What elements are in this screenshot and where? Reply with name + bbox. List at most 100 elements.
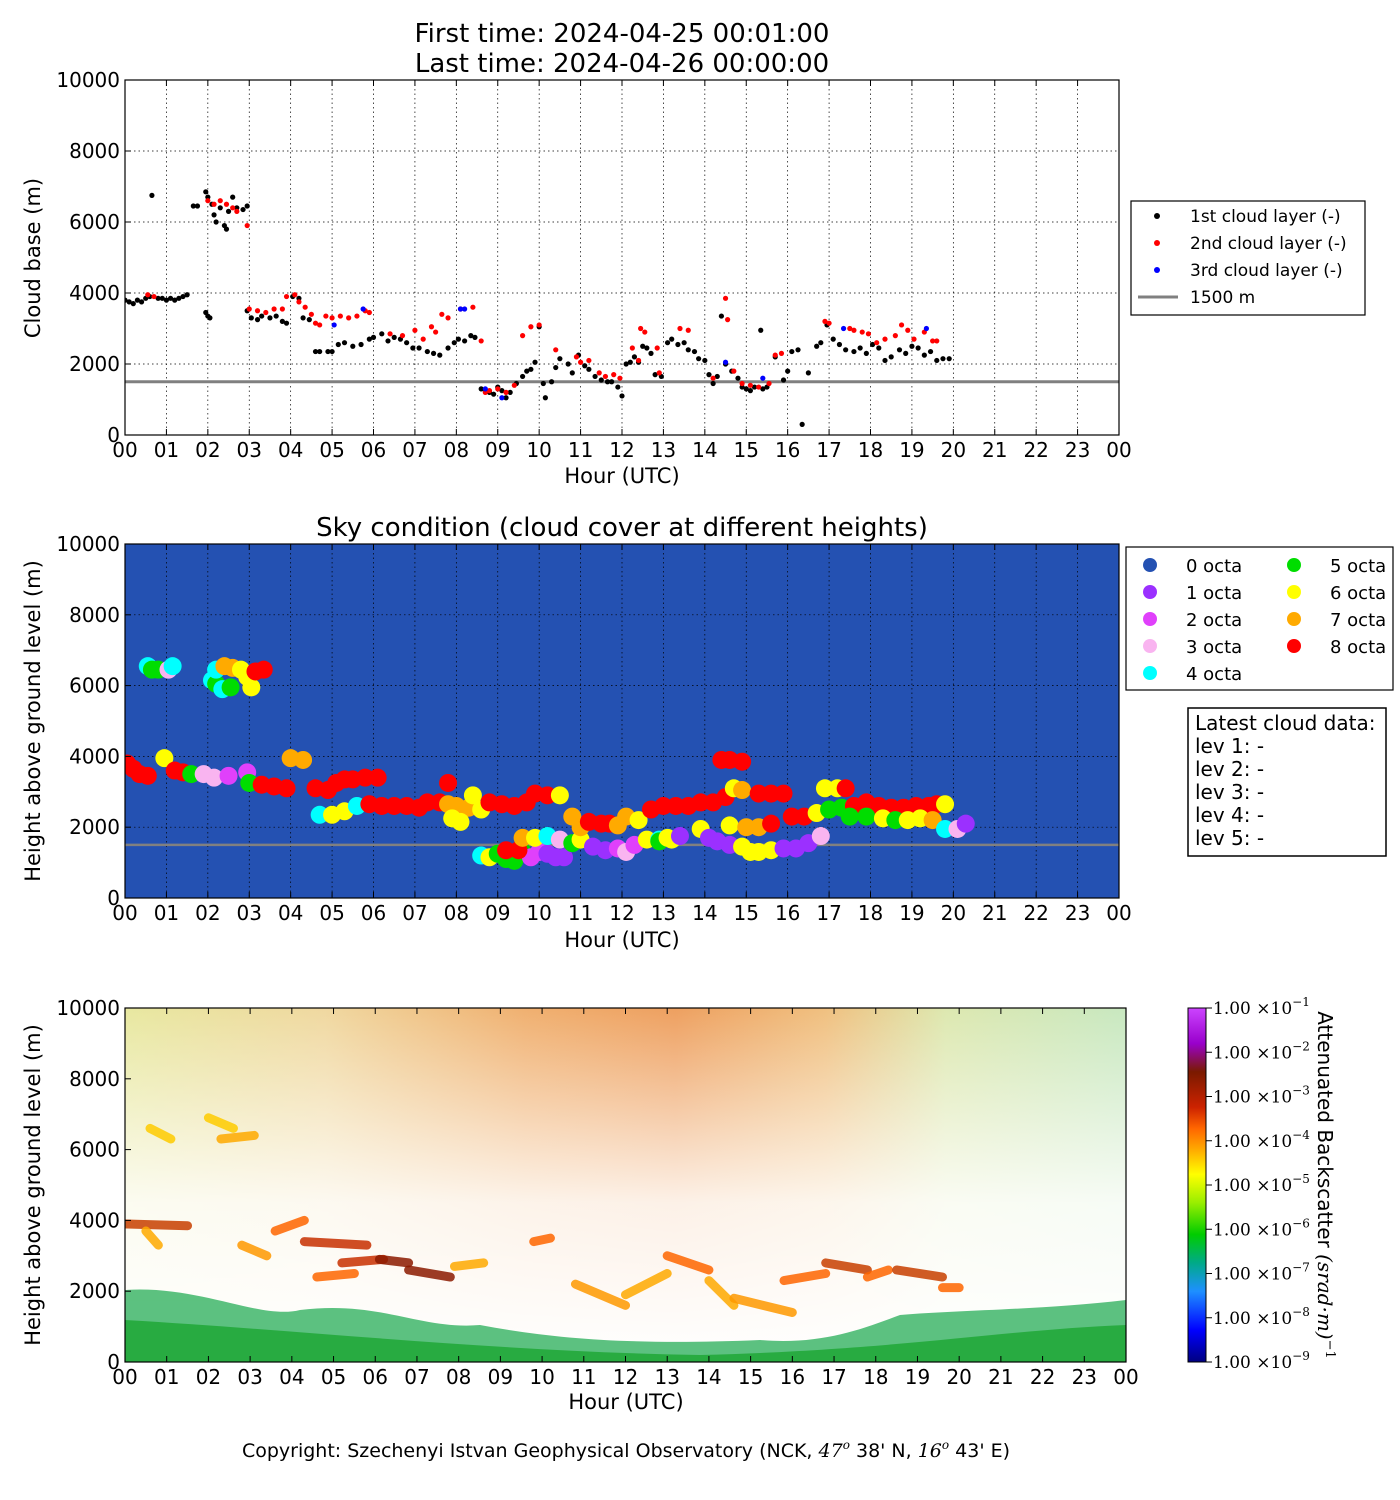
y-tick-label: 8000 [69, 1067, 120, 1091]
cloud-layer-1-point [747, 388, 753, 394]
x-tick-label: 05 [319, 901, 344, 925]
cloud-layer-3-point [360, 306, 366, 312]
cloud-layer-2-point [772, 352, 778, 358]
plot1-marks [125, 189, 1119, 427]
octa-5-point [182, 765, 201, 784]
cloud-layer-1-point [760, 386, 766, 392]
cloud-layer-1-point [540, 380, 546, 387]
x-tick-label: 07 [402, 438, 427, 462]
cloud-layer-2-point [874, 340, 880, 346]
y-tick-label: 8000 [69, 139, 120, 163]
x-tick-label: 04 [279, 1365, 304, 1389]
cloud-layer-2-point [420, 336, 426, 342]
cloud-layer-2-point [536, 322, 542, 328]
octa-8-point [439, 773, 458, 792]
cloud-layer-2-point [296, 299, 302, 305]
octa-8-point [654, 796, 673, 815]
cloud-layer-1-point [491, 391, 497, 397]
cloud-layer-1-point [648, 350, 654, 356]
x-tick-label: 01 [154, 1365, 179, 1389]
octa-8-point [385, 796, 404, 815]
cloud-layer-2-point [346, 315, 352, 321]
latest-lev1: lev 1: - [1195, 734, 1264, 758]
cloud-layer-1-point [312, 348, 319, 355]
x-tick-label: 08 [446, 1365, 471, 1389]
cloud-backscatter-segment [203, 1113, 238, 1133]
octa-7-point [513, 828, 532, 847]
cloud-layer-1-point [267, 315, 273, 321]
octa-6-point [242, 678, 261, 697]
cloud-layer-2-point [151, 293, 157, 300]
octa-5-point [886, 811, 905, 830]
cloud-layer-2-point [911, 336, 917, 342]
cloud-layer-1-point [172, 297, 178, 303]
legend-layer3-label: 3rd cloud layer (-) [1190, 261, 1343, 281]
x-tick-label: 02 [195, 901, 220, 925]
cloud-layer-1-point [857, 345, 863, 351]
x-tick-label: 19 [905, 1365, 930, 1389]
cloud-layer-2-point [244, 222, 250, 229]
cloud-layer-1-point [557, 356, 563, 362]
legend-octa-3-label: 3 octa [1186, 637, 1242, 658]
x-tick-label: 16 [780, 1365, 805, 1389]
cloud-layer-1-point [814, 343, 820, 349]
x-tick-label: 20 [941, 438, 966, 462]
x-tick-label: 22 [1030, 1365, 1055, 1389]
cloud-layer-2-point [611, 372, 617, 378]
cloud-layer-1-point [240, 206, 246, 213]
cloud-backscatter-segment [570, 1279, 630, 1310]
x-tick-label: 04 [278, 438, 303, 462]
plot2-ticks: 00 01 02 03 04 05 06 07 08 09 10 11 12 13 14 15 16 17 18 19… [56, 532, 1131, 925]
x-tick-label: 20 [946, 1365, 971, 1389]
octa-8-point [666, 796, 685, 815]
x-tick-label: 09 [485, 438, 510, 462]
x-tick-label: 10 [526, 438, 551, 462]
y-tick-label: 2000 [69, 352, 120, 376]
cloud-layer-2-point [317, 322, 323, 328]
cloud-layer-2-point [439, 311, 445, 317]
cloud-layer-1-point [795, 347, 801, 353]
latest-lev4: lev 4: - [1195, 803, 1264, 827]
octa-8-point [774, 784, 793, 803]
cloud-layer-2-point [478, 338, 484, 344]
cloud-layer-2-point [520, 333, 526, 339]
legend-octa-8-label: 8 octa [1330, 637, 1386, 658]
cloud-layer-2-point [756, 384, 762, 390]
x-tick-label: 07 [402, 901, 427, 925]
octa-4-point [310, 805, 329, 824]
x-tick-label: 10 [526, 901, 551, 925]
cloud-layer-2-point [642, 329, 648, 335]
cloud-backscatter-segment [821, 1258, 872, 1275]
cloud-layer-1-point [751, 384, 758, 390]
cloud-layer-1-point [758, 327, 764, 333]
cloud-layer-2-point [826, 320, 832, 326]
cloud-layer-1-point [915, 345, 921, 351]
x-tick-label: 00 [1113, 1365, 1138, 1389]
cloud-layer-2-point [271, 306, 277, 312]
cloud-layer-1-point [619, 393, 625, 399]
x-tick-label: 06 [361, 901, 386, 925]
octa-7-point [737, 818, 756, 837]
x-tick-label: 22 [1023, 438, 1048, 462]
x-tick-label: 07 [404, 1365, 429, 1389]
cloud-layer-1-point [542, 395, 548, 401]
cloud-layer-1-point [598, 377, 604, 383]
x-tick-label: 10 [529, 1365, 554, 1389]
cloud-layer-1-point [370, 334, 377, 340]
x-tick-label: 17 [821, 1365, 846, 1389]
legend-octa-0-marker [1143, 558, 1157, 572]
cloud-layer-2-point [656, 370, 662, 376]
octa-7-point [923, 811, 942, 830]
octa-8-point [372, 796, 391, 815]
legend-octa-5-label: 5 octa [1330, 556, 1386, 577]
octa-4-point [163, 657, 182, 676]
cloud-layer-1-point [155, 295, 161, 301]
cloud-backscatter-segment [529, 1233, 555, 1247]
cloud-layer-2-point [851, 327, 857, 333]
x-tick-label: 08 [444, 901, 469, 925]
octa-6-point [451, 812, 470, 831]
cloud-layer-1-point [876, 345, 882, 351]
legend-octa-6-marker [1287, 585, 1301, 599]
octa-8-point [277, 779, 296, 798]
